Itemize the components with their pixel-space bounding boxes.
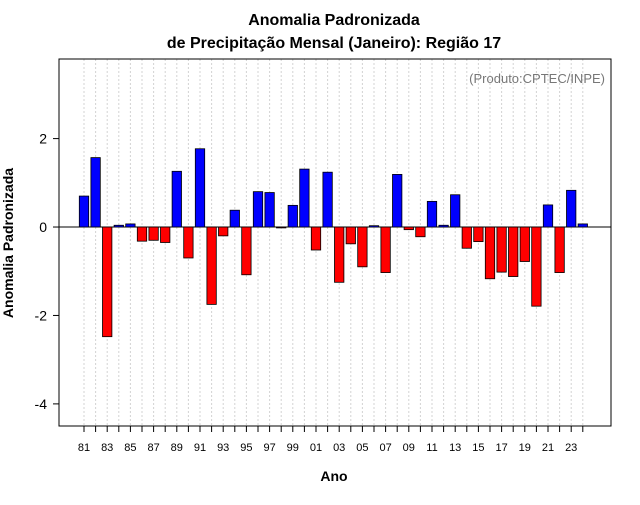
bar-2023	[566, 189, 577, 228]
x-tick-label: 07	[379, 442, 391, 454]
bar-1993	[218, 226, 229, 237]
chart-title: Anomalia Padronizada	[248, 12, 420, 29]
bar-1986	[136, 226, 148, 242]
x-tick-label: 85	[124, 442, 136, 454]
bar-2018	[508, 226, 519, 277]
bar-2005	[357, 226, 368, 268]
bar-2014	[461, 226, 472, 249]
grid-layer	[59, 59, 611, 426]
bar-1997	[264, 192, 275, 228]
bar-2019	[519, 226, 530, 262]
bar-2003	[334, 226, 345, 283]
x-tick-label: 81	[78, 442, 90, 454]
x-tick-label: 21	[542, 442, 554, 454]
x-tick-label: 11	[426, 442, 437, 454]
bar-2012	[438, 224, 449, 228]
x-tick-label: 83	[101, 442, 113, 454]
x-tick-label: 15	[472, 442, 484, 454]
bar-1987	[148, 226, 159, 241]
x-tick-label: 97	[263, 442, 275, 454]
chart-subtitle: de Precipitação Mensal (Janeiro): Região…	[167, 35, 501, 52]
x-tick-label: 95	[240, 442, 252, 454]
bar-1983	[102, 226, 113, 338]
y-tick-label: -2	[35, 307, 48, 323]
bar-2007	[380, 226, 391, 273]
bar-1994	[229, 209, 240, 228]
bar-1981	[78, 195, 90, 228]
bar-2022	[554, 226, 565, 273]
bar-2021	[542, 204, 554, 228]
bar-1991	[194, 148, 206, 228]
bar-2004	[345, 226, 356, 245]
x-tick-label: 23	[565, 442, 577, 454]
bar-1982	[90, 157, 101, 228]
x-tick-label: 93	[217, 442, 229, 454]
bar-1989	[171, 170, 182, 228]
bar-2001	[310, 226, 322, 251]
x-tick-label: 09	[403, 442, 415, 454]
bar-2000	[299, 168, 310, 228]
bar-2017	[496, 226, 507, 273]
y-tick-label: -4	[35, 396, 48, 412]
y-axis-label: Anomalia Padronizada	[0, 168, 16, 318]
bar-1990	[183, 226, 194, 259]
x-tick-label: 13	[449, 442, 461, 454]
bar-1996	[252, 191, 264, 228]
bar-1995	[241, 226, 252, 276]
y-tick-label: 2	[39, 131, 47, 147]
x-tick-label: 01	[310, 442, 322, 454]
y-tick-label: 0	[39, 219, 47, 235]
bar-2015	[473, 226, 484, 243]
x-tick-label: 19	[519, 442, 531, 454]
x-tick-label: 03	[333, 442, 345, 454]
bar-2010	[415, 226, 426, 238]
x-tick-label: 89	[171, 442, 183, 454]
bars-layer	[78, 148, 588, 338]
x-tick-label: 87	[147, 442, 159, 454]
plot-frame	[58, 58, 612, 427]
x-axis-label: Ano	[320, 468, 347, 484]
x-tick-label: 05	[356, 442, 368, 454]
bar-2013	[450, 194, 461, 228]
bar-1992	[206, 226, 217, 305]
bar-2020	[531, 226, 542, 307]
bar-1998	[276, 226, 287, 229]
bar-1988	[160, 226, 171, 243]
bar-2008	[392, 174, 403, 228]
bar-1999	[287, 204, 298, 228]
bar-2011	[426, 200, 438, 228]
bar-1985	[125, 223, 136, 228]
bar-2006	[368, 225, 380, 228]
bar-2024	[577, 223, 588, 228]
x-tick-label: 17	[495, 442, 507, 454]
x-tick-label: 91	[194, 442, 206, 454]
chart-annotation: (Produto:CPTEC/INPE)	[469, 71, 605, 86]
bar-1984	[113, 224, 124, 228]
bar-2009	[403, 226, 414, 231]
bar-2016	[484, 226, 496, 280]
x-tick-label: 99	[287, 442, 299, 454]
bar-2002	[322, 171, 333, 228]
axes-layer: -4 -2 0 2 81 83 85 87 89 91 93 95 97 99 01 03 05 07 09 11 13…	[35, 58, 612, 454]
